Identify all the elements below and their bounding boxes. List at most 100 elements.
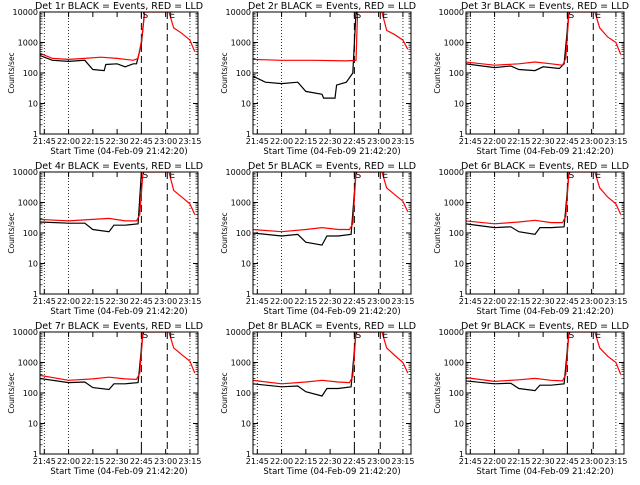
y-tick-label: 1000 — [231, 199, 251, 208]
x-tick-label: 23:15 — [391, 297, 414, 306]
series-line-lld — [466, 12, 622, 66]
panel-title: Det 5r BLACK = Events, RED = LLD — [248, 161, 416, 172]
flag-label: E — [595, 11, 601, 21]
series-line-lld — [253, 172, 409, 233]
y-axis-label: Counts/sec — [7, 52, 16, 93]
x-tick-label: 22:15 — [294, 137, 317, 146]
x-tick-label: 21:45 — [459, 137, 482, 146]
y-tick-label: 10 — [241, 100, 251, 109]
x-tick-label: 22:00 — [57, 137, 80, 146]
y-tick-label: 1000 — [231, 359, 251, 368]
y-axis-label: Counts/sec — [7, 212, 16, 253]
x-tick-label: 22:00 — [270, 297, 293, 306]
panel-title: Det 9r BLACK = Events, RED = LLD — [461, 321, 629, 332]
y-tick-label: 10000 — [439, 8, 464, 17]
x-tick-label: 23:00 — [580, 457, 603, 466]
plot-frame — [252, 171, 412, 295]
x-axis-label: Start Time (04-Feb-09 21:42:20) — [50, 307, 187, 317]
x-axis-label: Start Time (04-Feb-09 21:42:20) — [50, 147, 187, 157]
y-tick-label: 1 — [246, 130, 251, 139]
flag-label: E — [169, 171, 175, 181]
x-tick-label: 22:15 — [81, 457, 104, 466]
series-line-events — [40, 172, 142, 233]
x-tick-label: 23:00 — [154, 297, 177, 306]
y-axis-label: Counts/sec — [433, 212, 442, 253]
y-tick-label: 100 — [449, 69, 464, 78]
panel-title: Det 1r BLACK = Events, RED = LLD — [35, 1, 203, 12]
x-tick-label: 22:45 — [556, 457, 579, 466]
flag-label: E — [595, 171, 601, 181]
y-axis-label: Counts/sec — [433, 372, 442, 413]
flag-label: S — [356, 331, 362, 341]
x-tick-label: 22:45 — [556, 137, 579, 146]
series-line-events — [466, 12, 570, 72]
x-tick-label: 22:00 — [483, 457, 506, 466]
x-tick-label: 23:15 — [178, 137, 201, 146]
x-axis-label: Start Time (04-Feb-09 21:42:20) — [476, 467, 613, 477]
y-tick-label: 10000 — [226, 168, 251, 177]
x-tick-label: 23:00 — [367, 297, 390, 306]
y-tick-label: 10 — [454, 420, 464, 429]
x-tick-label: 22:30 — [532, 457, 555, 466]
x-tick-label: 23:00 — [367, 457, 390, 466]
series-line-lld — [466, 332, 622, 383]
y-tick-label: 1 — [246, 290, 251, 299]
flag-label: S — [143, 331, 149, 341]
series-line-events — [466, 332, 570, 392]
y-tick-label: 100 — [236, 389, 251, 398]
y-tick-label: 10 — [28, 260, 38, 269]
y-tick-label: 1000 — [18, 39, 38, 48]
x-tick-label: 22:45 — [130, 457, 153, 466]
x-axis-label: Start Time (04-Feb-09 21:42:20) — [263, 147, 400, 157]
y-tick-label: 10000 — [13, 328, 38, 337]
flag-label: S — [143, 11, 149, 21]
y-tick-label: 10000 — [13, 8, 38, 17]
x-tick-label: 22:30 — [106, 457, 129, 466]
series-line-lld — [466, 172, 622, 225]
flag-label: S — [569, 11, 575, 21]
x-tick-label: 22:45 — [343, 297, 366, 306]
series-line-events — [40, 12, 146, 72]
x-tick-label: 22:45 — [343, 457, 366, 466]
x-tick-label: 22:15 — [294, 297, 317, 306]
x-tick-label: 21:45 — [246, 457, 269, 466]
flag-label: E — [382, 331, 388, 341]
y-tick-label: 10000 — [226, 328, 251, 337]
y-axis-label: Counts/sec — [220, 372, 229, 413]
x-axis-label: Start Time (04-Feb-09 21:42:20) — [476, 147, 613, 157]
y-tick-label: 100 — [23, 69, 38, 78]
panel-title: Det 8r BLACK = Events, RED = LLD — [248, 321, 416, 332]
plot-frame — [465, 11, 625, 135]
x-tick-label: 21:45 — [33, 457, 56, 466]
x-tick-label: 22:00 — [57, 457, 80, 466]
x-tick-label: 22:00 — [483, 297, 506, 306]
y-tick-label: 100 — [449, 229, 464, 238]
y-tick-label: 1000 — [18, 199, 38, 208]
series-line-lld — [40, 332, 196, 381]
panel-title: Det 3r BLACK = Events, RED = LLD — [461, 1, 629, 12]
flag-label: E — [595, 331, 601, 341]
series-line-events — [466, 172, 570, 236]
y-tick-label: 10000 — [439, 168, 464, 177]
y-axis-label: Counts/sec — [220, 52, 229, 93]
y-tick-label: 10 — [454, 100, 464, 109]
y-tick-label: 10 — [241, 420, 251, 429]
y-tick-label: 100 — [449, 389, 464, 398]
x-tick-label: 22:15 — [507, 457, 530, 466]
x-tick-label: 22:15 — [507, 137, 530, 146]
flag-label: S — [569, 171, 575, 181]
x-tick-label: 23:00 — [154, 457, 177, 466]
plot-frame — [252, 331, 412, 455]
x-tick-label: 22:00 — [483, 137, 506, 146]
y-tick-label: 10 — [28, 420, 38, 429]
x-tick-label: 22:15 — [507, 297, 530, 306]
x-tick-label: 23:15 — [604, 297, 627, 306]
x-tick-label: 21:45 — [246, 297, 269, 306]
y-tick-label: 1000 — [231, 39, 251, 48]
